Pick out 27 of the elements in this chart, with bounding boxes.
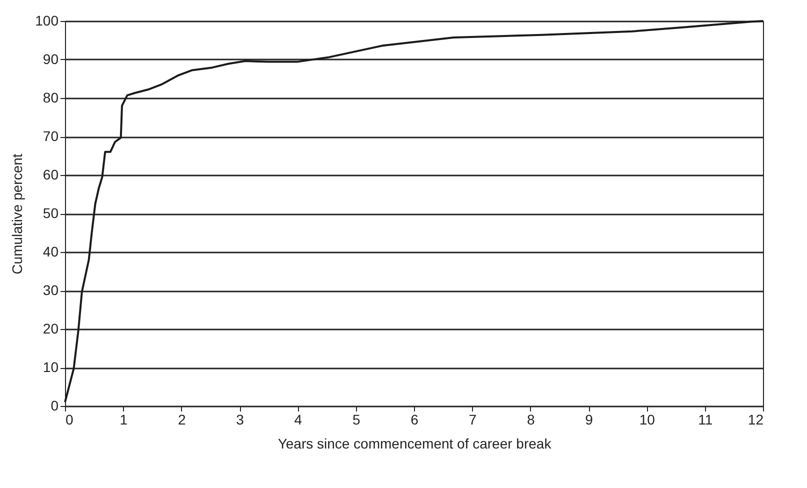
x-tick-label: 1 (120, 412, 128, 428)
x-tick-label: 2 (178, 412, 186, 428)
y-tick-label: 20 (42, 320, 59, 336)
y-tick-label: 0 (50, 398, 59, 414)
x-tick-label: 0 (66, 412, 74, 428)
line-series (64, 20, 764, 404)
y-tick-label: 80 (42, 90, 59, 106)
y-tick-label: 10 (42, 359, 59, 375)
x-axis-title: Years since commencement of career break (278, 436, 552, 452)
x-tick-label: 10 (639, 412, 656, 428)
y-tick-label: 100 (35, 12, 59, 28)
y-tick-label: 70 (42, 128, 59, 144)
y-axis-title: Cumulative percent (9, 154, 26, 274)
x-tick-label: 8 (526, 412, 535, 428)
y-tick-label: 50 (42, 205, 59, 221)
x-tick-label: 9 (585, 412, 594, 428)
x-tick-label: 7 (468, 412, 477, 428)
x-tick-label: 5 (352, 412, 360, 428)
y-tick-label: 90 (42, 51, 59, 67)
x-tick-label: 11 (698, 412, 713, 428)
y-tick-label: 40 (42, 244, 59, 260)
x-tick-label: 12 (748, 412, 764, 428)
x-tick-label: 6 (410, 412, 419, 428)
x-tick-label: 3 (236, 412, 244, 428)
y-tick-label: 60 (42, 166, 59, 182)
y-tick-label: 30 (42, 282, 59, 298)
x-tick-label: 4 (294, 412, 302, 428)
